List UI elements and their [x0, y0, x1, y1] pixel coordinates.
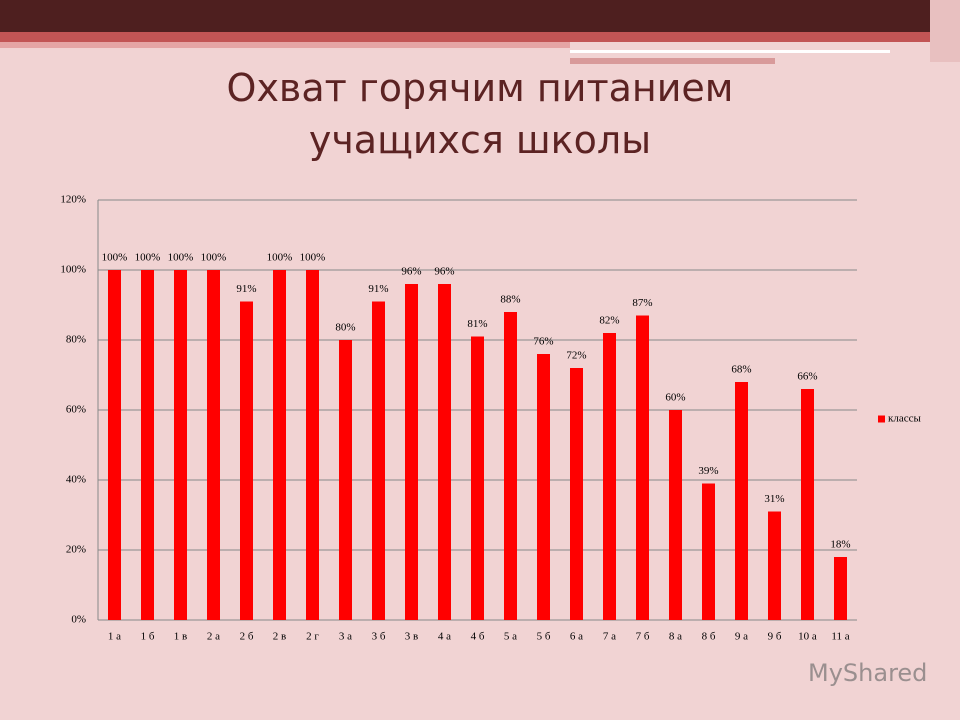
x-tick-label: 2 г	[306, 631, 319, 643]
x-tick-label: 9 а	[735, 631, 748, 643]
bar	[471, 336, 484, 620]
x-tick-label: 11 а	[831, 631, 849, 643]
bar	[438, 284, 451, 620]
value-label: 60%	[665, 392, 685, 404]
x-tick-label: 8 а	[669, 631, 682, 643]
bar	[834, 557, 847, 620]
x-tick-label: 1 б	[141, 631, 155, 643]
bar	[768, 511, 781, 620]
bar	[306, 270, 319, 620]
value-label: 100%	[267, 252, 293, 264]
value-label: 39%	[698, 465, 718, 477]
x-tick-label: 2 в	[273, 631, 286, 643]
watermark: MyShared	[808, 659, 927, 687]
value-label: 96%	[434, 266, 454, 278]
value-label: 91%	[368, 283, 388, 295]
value-label: 81%	[467, 318, 487, 330]
value-label: 100%	[300, 252, 326, 264]
x-tick-label: 3 б	[372, 631, 386, 643]
x-tick-label: 5 б	[537, 631, 551, 643]
bar	[141, 270, 154, 620]
x-tick-label: 3 а	[339, 631, 352, 643]
top-strip	[570, 50, 890, 53]
y-tick-label: 40%	[66, 474, 86, 486]
y-tick-label: 0%	[71, 614, 86, 626]
bar	[405, 284, 418, 620]
y-tick-label: 20%	[66, 544, 86, 556]
bar	[801, 389, 814, 620]
bar	[735, 382, 748, 620]
value-label: 66%	[797, 371, 817, 383]
x-tick-label: 9 б	[768, 631, 782, 643]
top-bar	[0, 0, 960, 32]
x-tick-label: 8 б	[702, 631, 716, 643]
x-tick-label: 10 а	[798, 631, 817, 643]
top-strip	[0, 32, 960, 42]
value-label: 18%	[830, 539, 850, 551]
value-label: 88%	[500, 294, 520, 306]
bar	[372, 301, 385, 620]
x-tick-label: 4 а	[438, 631, 451, 643]
x-tick-label: 5 а	[504, 631, 517, 643]
top-strip	[0, 42, 570, 48]
slide-title: Охват горячим питанием учащихся школы	[226, 66, 734, 162]
bar	[504, 312, 517, 620]
bar	[240, 301, 253, 620]
y-tick-label: 120%	[60, 194, 86, 206]
x-tick-label: 2 б	[240, 631, 254, 643]
bar	[207, 270, 220, 620]
bar	[702, 483, 715, 620]
x-tick-label: 7 б	[636, 631, 650, 643]
value-label: 100%	[168, 252, 194, 264]
bar	[636, 315, 649, 620]
value-label: 82%	[599, 315, 619, 327]
bar	[273, 270, 286, 620]
bar	[108, 270, 121, 620]
value-label: 68%	[731, 364, 751, 376]
value-label: 80%	[335, 322, 355, 334]
bar	[174, 270, 187, 620]
legend-label: классы	[888, 413, 921, 425]
y-tick-label: 80%	[66, 334, 86, 346]
x-tick-label: 1 а	[108, 631, 121, 643]
corner-lines	[930, 0, 960, 62]
bar	[669, 410, 682, 620]
x-tick-label: 1 в	[174, 631, 187, 643]
x-tick-label: 7 а	[603, 631, 616, 643]
top-strip	[570, 58, 775, 64]
y-tick-label: 60%	[66, 404, 86, 416]
x-tick-label: 3 в	[405, 631, 418, 643]
value-label: 91%	[236, 283, 256, 295]
bar	[339, 340, 352, 620]
y-tick-label: 100%	[60, 264, 86, 276]
bar	[570, 368, 583, 620]
value-label: 100%	[135, 252, 161, 264]
x-tick-label: 6 а	[570, 631, 583, 643]
bar	[603, 333, 616, 620]
value-label: 87%	[632, 297, 652, 309]
x-tick-label: 2 а	[207, 631, 220, 643]
value-label: 100%	[102, 252, 128, 264]
bar	[537, 354, 550, 620]
value-label: 96%	[401, 266, 421, 278]
value-label: 100%	[201, 252, 227, 264]
legend-swatch	[878, 415, 885, 423]
value-label: 31%	[764, 493, 784, 505]
value-label: 72%	[566, 350, 586, 362]
value-label: 76%	[533, 336, 553, 348]
x-tick-label: 4 б	[471, 631, 485, 643]
